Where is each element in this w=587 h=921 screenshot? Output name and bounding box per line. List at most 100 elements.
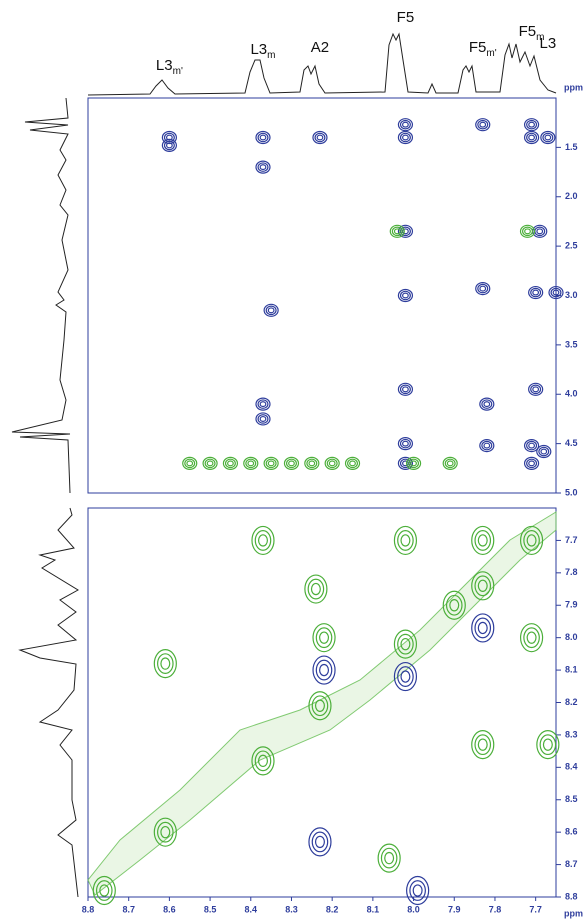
contour-ring xyxy=(255,130,271,145)
contour-ring xyxy=(344,456,361,470)
cross-peak xyxy=(344,456,361,470)
contour-ring xyxy=(477,283,489,294)
contour-ring xyxy=(314,132,326,143)
peak-label: A2 xyxy=(311,39,329,56)
contour-ring xyxy=(312,130,328,145)
x-tick-label: 8.6 xyxy=(163,904,176,914)
contour-ring xyxy=(306,458,318,469)
contour-ring xyxy=(471,613,495,643)
contour-ring xyxy=(377,843,401,873)
contour-ring xyxy=(552,289,560,296)
contour-ring xyxy=(312,623,336,653)
contour-ring xyxy=(397,633,414,655)
contour-ring xyxy=(397,530,414,551)
contour-ring xyxy=(483,442,491,449)
contour-ring xyxy=(95,880,113,901)
contour-ring xyxy=(474,617,492,639)
y-tick-label: 7.8 xyxy=(565,567,578,577)
contour-ring xyxy=(257,754,268,768)
contour-ring xyxy=(347,458,359,469)
contour-ring xyxy=(399,132,411,143)
contour-ring xyxy=(542,132,554,143)
contour-ring xyxy=(265,458,277,469)
contour-ring xyxy=(444,458,456,469)
contour-ring xyxy=(182,456,198,470)
contour-ring xyxy=(412,884,423,897)
contour-ring xyxy=(526,440,538,451)
contour-ring xyxy=(410,460,417,467)
contour-ring xyxy=(523,130,540,145)
peak-label: L3 xyxy=(540,35,557,52)
contour-ring xyxy=(257,534,268,547)
contour-ring xyxy=(204,458,216,469)
contour-ring xyxy=(442,590,466,620)
cross-peak xyxy=(312,623,336,653)
contour-ring xyxy=(400,637,411,651)
contour-ring xyxy=(402,386,409,393)
contour-ring xyxy=(449,599,460,612)
cross-peak xyxy=(442,590,466,620)
cross-peak xyxy=(377,843,401,873)
contour-ring xyxy=(523,118,540,132)
contour-ring xyxy=(397,382,414,396)
peak-label: F5 xyxy=(397,9,415,26)
cross-peak xyxy=(523,118,540,132)
contour-ring xyxy=(288,460,295,467)
cross-peak xyxy=(523,130,540,145)
contour-ring xyxy=(389,224,405,238)
peak-label-main: F5 xyxy=(519,23,537,40)
contour-ring xyxy=(308,691,332,721)
contour-ring xyxy=(99,884,110,897)
contour-ring xyxy=(446,460,454,467)
contour-ring xyxy=(409,880,426,901)
contour-ring xyxy=(526,631,537,644)
contour-ring xyxy=(397,666,414,687)
contour-ring xyxy=(481,440,493,451)
cross-peak xyxy=(389,224,405,238)
y-tick-label: 3.0 xyxy=(565,290,578,300)
y-tick-label: 7.7 xyxy=(565,535,578,545)
x-tick-label: 7.7 xyxy=(529,904,542,914)
y-tick-label: 4.5 xyxy=(565,438,578,448)
contour-ring xyxy=(315,659,333,681)
contour-ring xyxy=(479,397,495,411)
contour-ring xyxy=(548,285,564,300)
contour-ring xyxy=(540,448,548,455)
contour-ring xyxy=(245,458,257,469)
cross-peak xyxy=(304,574,328,604)
contour-ring xyxy=(399,438,411,449)
contour-ring xyxy=(479,439,495,453)
cross-peak xyxy=(255,412,271,426)
contour-ring xyxy=(475,281,491,296)
cross-peak xyxy=(405,456,422,470)
y-tick-label: 1.5 xyxy=(565,142,578,152)
cross-peak xyxy=(153,817,177,847)
diagonal-ridge xyxy=(87,511,557,896)
contour-ring xyxy=(542,738,553,751)
y-tick-label: 8.8 xyxy=(565,891,578,901)
contour-ring xyxy=(393,525,418,556)
cross-peak xyxy=(255,130,271,145)
cross-peak xyxy=(182,456,198,470)
y-tick-label: 8.5 xyxy=(565,794,578,804)
x-tick-label: 8.8 xyxy=(82,904,95,914)
contour-ring xyxy=(523,456,540,470)
cross-peak xyxy=(475,118,491,132)
contour-ring xyxy=(544,134,552,141)
contour-ring xyxy=(519,623,544,653)
peak-label-sub: m xyxy=(536,32,544,43)
contour-ring xyxy=(304,574,328,604)
contour-ring xyxy=(251,525,275,556)
contour-ring xyxy=(255,160,271,174)
contour-ring xyxy=(481,399,493,409)
y-tick-label: 3.5 xyxy=(565,339,578,349)
cross-peak xyxy=(528,285,544,300)
contour-ring xyxy=(479,121,487,128)
contour-ring xyxy=(384,851,395,865)
contour-ring xyxy=(254,750,272,772)
y-tick-label: 5.0 xyxy=(565,487,578,497)
contour-ring xyxy=(308,827,332,857)
contour-ring xyxy=(267,307,275,314)
contour-ring xyxy=(227,460,234,467)
contour-ring xyxy=(257,414,269,424)
